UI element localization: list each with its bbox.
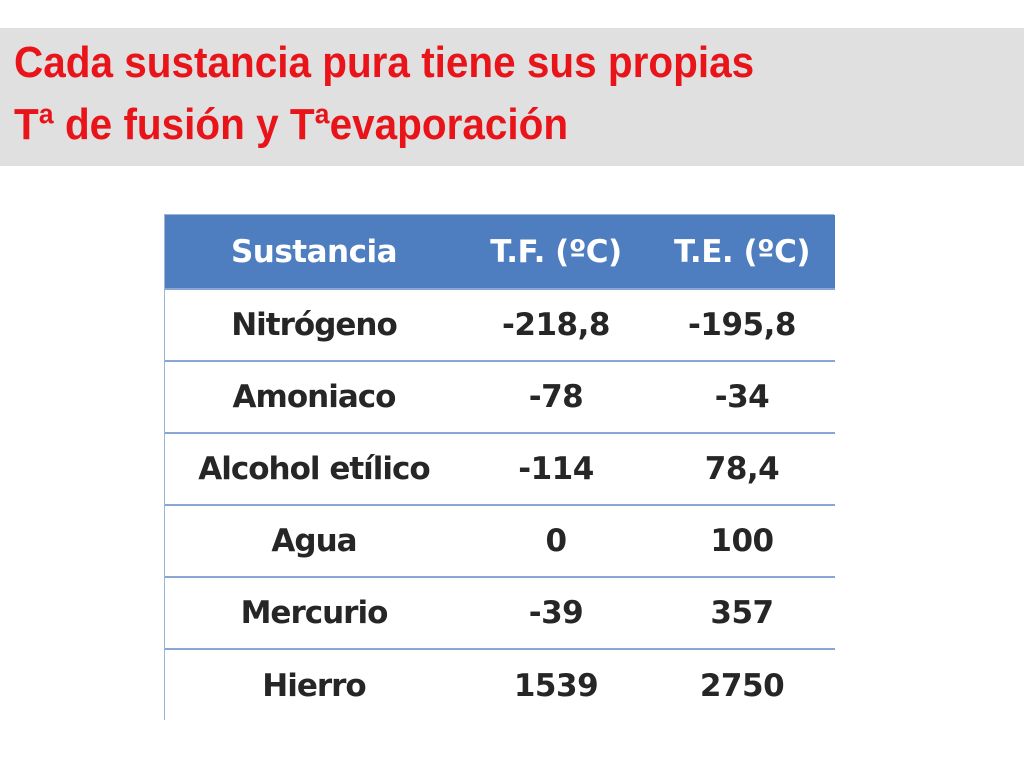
melting-temp: -218,8 xyxy=(463,288,649,361)
slide-title-line-1: Cada sustancia pura tiene sus propias xyxy=(14,38,755,87)
substance-name: Hierro xyxy=(165,648,463,721)
substance-name: Alcohol etílico xyxy=(165,432,463,505)
melting-temp: -78 xyxy=(463,360,649,433)
substances-table-container: Sustancia T.F. (ºC) T.E. (ºC) Nitrógeno … xyxy=(164,214,835,721)
table-row: Nitrógeno -218,8 -195,8 xyxy=(165,288,835,361)
boiling-temp: 100 xyxy=(649,504,835,577)
melting-temp: 1539 xyxy=(463,648,649,721)
melting-temp: -39 xyxy=(463,576,649,649)
boiling-temp: 78,4 xyxy=(649,432,835,505)
substance-name: Nitrógeno xyxy=(165,288,463,361)
substance-name: Amoniaco xyxy=(165,360,463,433)
table-row: Amoniaco -78 -34 xyxy=(165,360,835,433)
substances-table: Sustancia T.F. (ºC) T.E. (ºC) Nitrógeno … xyxy=(165,215,835,721)
boiling-temp: 2750 xyxy=(649,648,835,721)
slide-title: Cada sustancia pura tiene sus propias Tª… xyxy=(14,32,754,156)
title-band xyxy=(0,28,1024,166)
substance-name: Mercurio xyxy=(165,576,463,649)
table-header-row: Sustancia T.F. (ºC) T.E. (ºC) xyxy=(165,215,835,289)
column-header-substance: Sustancia xyxy=(165,215,463,289)
boiling-temp: 357 xyxy=(649,576,835,649)
table-row: Mercurio -39 357 xyxy=(165,576,835,649)
boiling-temp: -195,8 xyxy=(649,288,835,361)
substance-name: Agua xyxy=(165,504,463,577)
table-row: Agua 0 100 xyxy=(165,504,835,577)
melting-temp: -114 xyxy=(463,432,649,505)
column-header-boiling-temp: T.E. (ºC) xyxy=(649,215,835,289)
table-row: Alcohol etílico -114 78,4 xyxy=(165,432,835,505)
melting-temp: 0 xyxy=(463,504,649,577)
column-header-melting-temp: T.F. (ºC) xyxy=(463,215,649,289)
boiling-temp: -34 xyxy=(649,360,835,433)
table-row: Hierro 1539 2750 xyxy=(165,648,835,721)
slide-title-line-2: Tª de fusión y Tªevaporación xyxy=(14,100,569,149)
